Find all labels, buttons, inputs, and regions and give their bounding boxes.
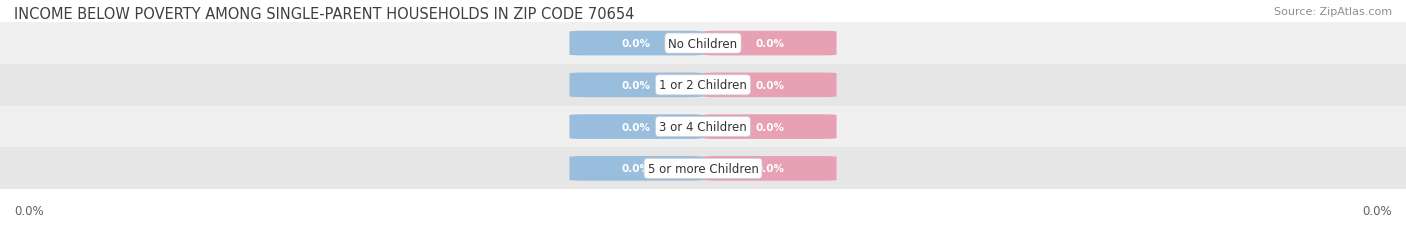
Bar [0,23,1406,65]
Text: 0.0%: 0.0% [621,164,651,174]
FancyBboxPatch shape [569,115,703,139]
FancyBboxPatch shape [569,73,703,98]
Text: 5 or more Children: 5 or more Children [648,162,758,175]
FancyBboxPatch shape [703,73,837,98]
Text: 0.0%: 0.0% [621,122,651,132]
Text: 0.0%: 0.0% [621,80,651,91]
Text: 3 or 4 Children: 3 or 4 Children [659,121,747,134]
FancyBboxPatch shape [569,156,703,181]
Text: 0.0%: 0.0% [755,39,785,49]
Text: 0.0%: 0.0% [755,122,785,132]
FancyBboxPatch shape [703,115,837,139]
Text: 0.0%: 0.0% [621,39,651,49]
Bar [0,148,1406,189]
Text: 0.0%: 0.0% [14,204,44,217]
Text: 0.0%: 0.0% [755,164,785,174]
Text: 1 or 2 Children: 1 or 2 Children [659,79,747,92]
FancyBboxPatch shape [703,156,837,181]
Bar [0,106,1406,148]
Text: INCOME BELOW POVERTY AMONG SINGLE-PARENT HOUSEHOLDS IN ZIP CODE 70654: INCOME BELOW POVERTY AMONG SINGLE-PARENT… [14,7,634,22]
Text: 0.0%: 0.0% [755,80,785,91]
FancyBboxPatch shape [569,32,703,56]
Text: 0.0%: 0.0% [1362,204,1392,217]
FancyBboxPatch shape [703,32,837,56]
Bar [0,65,1406,106]
Text: Source: ZipAtlas.com: Source: ZipAtlas.com [1274,7,1392,17]
Text: No Children: No Children [668,37,738,50]
